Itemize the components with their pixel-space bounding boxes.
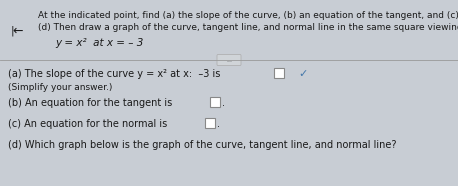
Text: ←: ←	[13, 25, 23, 38]
Text: (d) Which graph below is the graph of the curve, tangent line, and normal line?: (d) Which graph below is the graph of th…	[8, 140, 397, 150]
FancyBboxPatch shape	[217, 54, 241, 65]
Text: ...: ...	[226, 57, 232, 62]
Text: y = x²  at x = – 3: y = x² at x = – 3	[55, 38, 143, 48]
Text: (b) An equation for the tangent is: (b) An equation for the tangent is	[8, 98, 172, 108]
Text: (c) An equation for the normal is: (c) An equation for the normal is	[8, 119, 167, 129]
Text: |: |	[10, 26, 14, 36]
Text: .: .	[222, 98, 225, 108]
Text: (a) The slope of the curve y = x² at x:  –3 is: (a) The slope of the curve y = x² at x: …	[8, 69, 220, 79]
Bar	[210, 97, 220, 107]
Bar	[274, 68, 284, 78]
Text: .: .	[217, 119, 220, 129]
Text: ✓: ✓	[298, 69, 307, 79]
Text: (Simplify your answer.): (Simplify your answer.)	[8, 83, 112, 92]
Text: At the indicated point, find (a) the slope of the curve, (b) an equation of the : At the indicated point, find (a) the slo…	[38, 11, 458, 20]
Text: (d) Then draw a graph of the curve, tangent line, and normal line in the same sq: (d) Then draw a graph of the curve, tang…	[38, 23, 458, 32]
Bar	[205, 118, 215, 128]
